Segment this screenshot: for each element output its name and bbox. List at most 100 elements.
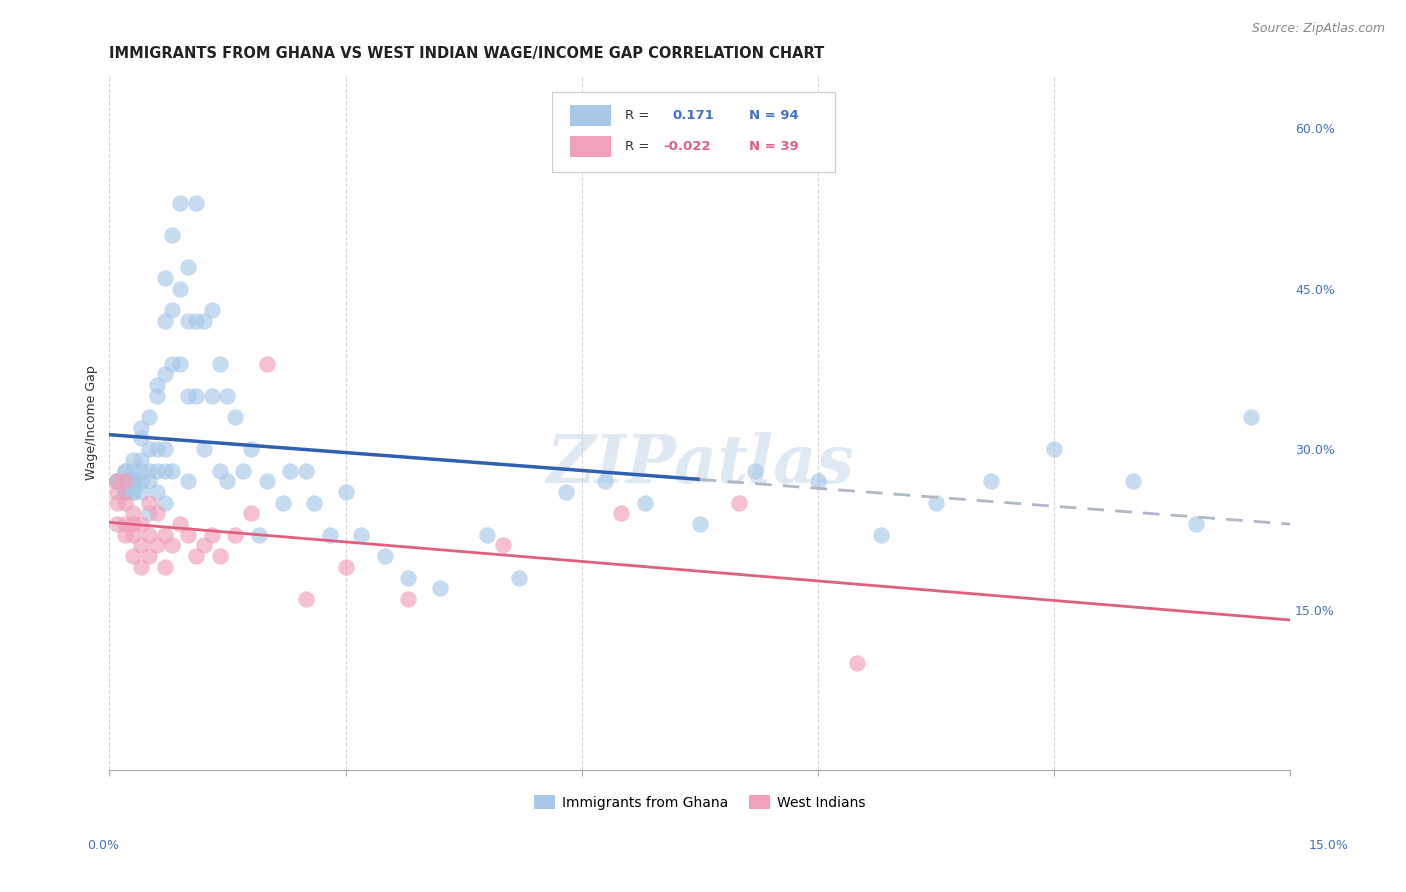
Point (398, 570, 420, 584)
Point (508, 570, 530, 584)
Point (184, 196, 207, 211)
Point (689, 516, 711, 531)
Point (114, 475, 136, 489)
FancyBboxPatch shape (569, 136, 612, 157)
Point (122, 516, 145, 531)
Point (869, 527, 891, 541)
Point (554, 485, 576, 500)
Point (247, 527, 270, 541)
Point (256, 475, 278, 489)
Point (138, 506, 160, 520)
Point (256, 357, 278, 371)
Point (122, 475, 145, 489)
Point (145, 389, 167, 403)
Point (169, 196, 191, 211)
Point (177, 314, 200, 328)
Text: N = 39: N = 39 (749, 140, 799, 153)
Point (145, 442, 167, 457)
Point (122, 506, 145, 520)
Point (105, 475, 128, 489)
Point (980, 475, 1002, 489)
Point (153, 559, 176, 574)
Point (145, 464, 167, 478)
Point (129, 516, 152, 531)
Point (335, 559, 357, 574)
Point (744, 464, 766, 478)
Point (232, 464, 254, 478)
Text: IMMIGRANTS FROM GHANA VS WEST INDIAN WAGE/INCOME GAP CORRELATION CHART: IMMIGRANTS FROM GHANA VS WEST INDIAN WAG… (110, 46, 825, 62)
Text: -0.022: -0.022 (664, 140, 710, 153)
Point (114, 464, 136, 478)
Point (492, 538, 515, 552)
Point (105, 496, 128, 510)
Point (105, 475, 128, 489)
Point (184, 549, 207, 563)
FancyBboxPatch shape (569, 104, 612, 126)
Y-axis label: Wage/Income Gap: Wage/Income Gap (86, 365, 98, 480)
Point (153, 496, 176, 510)
Point (114, 485, 136, 500)
Point (224, 410, 246, 425)
Point (122, 527, 145, 541)
Point (193, 314, 215, 328)
Point (271, 496, 294, 510)
Text: Source: ZipAtlas.com: Source: ZipAtlas.com (1251, 22, 1385, 36)
Point (1122, 475, 1144, 489)
Point (208, 549, 231, 563)
Point (201, 303, 224, 318)
Point (374, 549, 396, 563)
Point (105, 475, 128, 489)
Point (177, 389, 200, 403)
Point (925, 496, 948, 510)
Point (728, 496, 751, 510)
Point (129, 421, 152, 435)
Point (122, 453, 145, 467)
Point (177, 260, 200, 275)
Point (302, 496, 325, 510)
Text: 0.0%: 0.0% (87, 839, 118, 852)
Point (153, 442, 176, 457)
FancyBboxPatch shape (553, 92, 835, 172)
Point (145, 538, 167, 552)
Point (122, 549, 145, 563)
Text: R =: R = (626, 109, 650, 121)
Point (114, 527, 136, 541)
Point (138, 464, 160, 478)
Text: ZIPatlas: ZIPatlas (546, 432, 853, 497)
Point (217, 475, 239, 489)
Point (122, 485, 145, 500)
Legend: Immigrants from Ghana, West Indians: Immigrants from Ghana, West Indians (529, 789, 870, 815)
Point (129, 432, 152, 446)
Point (319, 527, 342, 541)
Point (153, 464, 176, 478)
Point (105, 475, 128, 489)
Point (138, 527, 160, 541)
Point (1043, 442, 1066, 457)
Point (295, 591, 318, 606)
Point (193, 442, 215, 457)
Point (350, 527, 373, 541)
Point (114, 485, 136, 500)
Point (1240, 410, 1263, 425)
Point (633, 496, 655, 510)
Point (224, 527, 246, 541)
Point (105, 475, 128, 489)
Point (114, 475, 136, 489)
Point (138, 496, 160, 510)
Point (145, 378, 167, 392)
Point (201, 527, 224, 541)
Point (138, 549, 160, 563)
Point (184, 314, 207, 328)
Point (398, 591, 420, 606)
Point (169, 357, 191, 371)
Point (114, 516, 136, 531)
Text: 15.0%: 15.0% (1309, 839, 1348, 852)
Point (280, 464, 302, 478)
Text: R =: R = (626, 140, 650, 153)
Point (122, 485, 145, 500)
Point (162, 357, 184, 371)
Point (807, 475, 830, 489)
Point (201, 389, 224, 403)
Text: 0.171: 0.171 (672, 109, 714, 121)
Point (335, 485, 357, 500)
